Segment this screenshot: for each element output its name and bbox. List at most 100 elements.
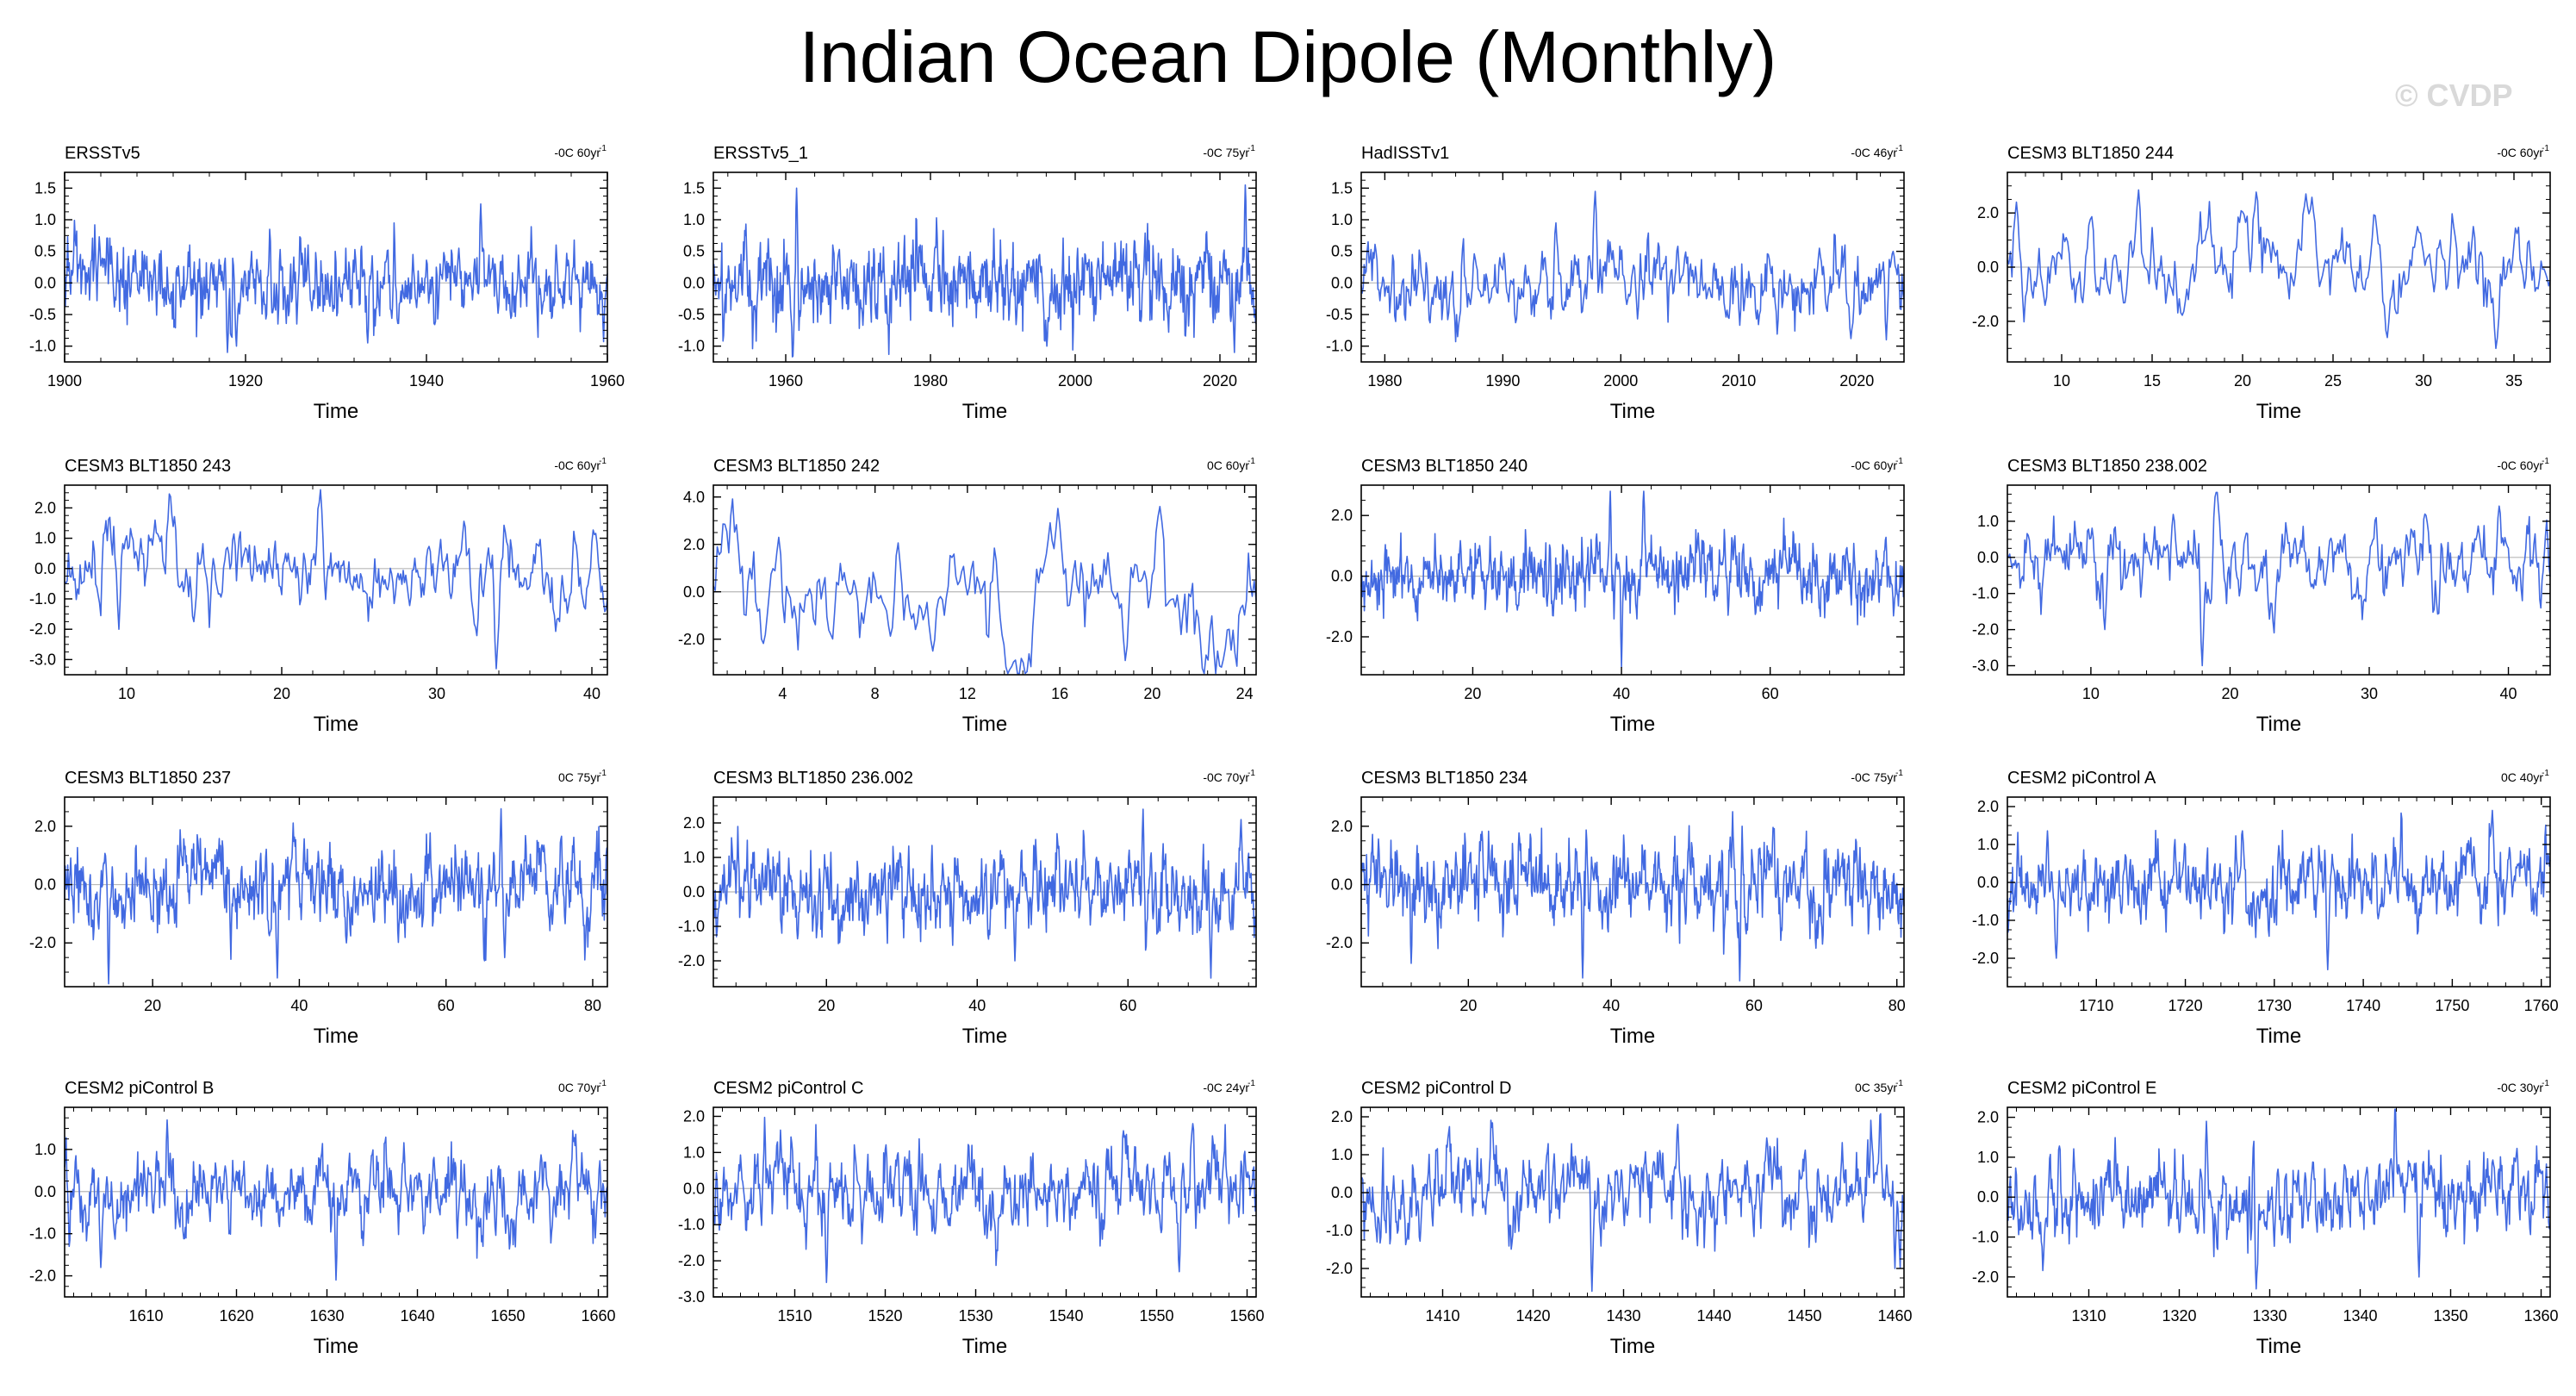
- x-tick-label: 1900: [47, 372, 82, 390]
- y-tick-label: -1.0: [1972, 585, 1999, 602]
- x-tick-label: 1610: [128, 1307, 163, 1324]
- y-tick-label: 0.0: [1331, 876, 1353, 894]
- y-tick-label: 0.0: [1331, 274, 1353, 291]
- y-tick-label: 1.0: [1977, 513, 1999, 530]
- panel-title: ERSSTv5_1: [713, 144, 808, 163]
- x-tick-label: 1420: [1515, 1307, 1550, 1324]
- series-line: [2007, 189, 2551, 350]
- y-tick-label: -1.0: [1972, 912, 1999, 929]
- y-tick-label: 0.0: [34, 1183, 56, 1200]
- panel-3: HadISSTv1 -0C 46yr-1 1980 1990 2000 2010 2020 -…: [1326, 144, 1905, 423]
- panel-title: CESM2 piControl B: [65, 1079, 214, 1098]
- y-tick-label: 1.5: [683, 179, 705, 196]
- x-tick-label: 1980: [1367, 372, 1402, 390]
- y-tick-label: 2.0: [683, 814, 705, 832]
- y-tick-label: 2.0: [34, 818, 56, 835]
- y-tick-label: 1.0: [683, 1144, 705, 1161]
- panel-11: CESM3 BLT1850 234 -0C 75yr-1 20 40 60 80 -2.0 0…: [1326, 769, 1906, 1048]
- x-tick-label: 1960: [590, 372, 625, 390]
- x-tick-label: 1920: [228, 372, 263, 390]
- x-axis-title: Time: [962, 1025, 1007, 1048]
- x-tick-label: 40: [583, 685, 600, 702]
- x-tick-label: 1620: [219, 1307, 253, 1324]
- x-tick-label: 20: [2221, 685, 2238, 702]
- y-tick-label: 2.0: [683, 536, 705, 553]
- panel-trend-sup: -1: [2542, 457, 2549, 466]
- plot-frame: [2007, 484, 2551, 676]
- x-axis-title: Time: [2256, 400, 2301, 423]
- panel-trend-label: -0C 30yr: [2497, 1081, 2543, 1094]
- panel-trend-label: -0C 70yr: [1203, 770, 1249, 784]
- y-tick-label: 0.0: [1977, 549, 1999, 566]
- panel-trend-sup: -1: [1895, 1079, 1903, 1088]
- panel-trend-sup: -1: [1895, 457, 1903, 466]
- y-tick-label: 0.0: [34, 274, 56, 291]
- y-tick-label: -2.0: [1326, 1260, 1353, 1277]
- panel-trend-sup: -1: [1895, 769, 1903, 778]
- plot-frame: [712, 484, 1257, 676]
- panel-trend-label: -0C 24yr: [1203, 1081, 1249, 1094]
- y-tick-label: 0.0: [683, 583, 705, 601]
- x-tick-label: 1560: [1229, 1307, 1264, 1324]
- x-tick-label: 16: [1051, 685, 1068, 702]
- x-tick-label: 1530: [958, 1307, 992, 1324]
- x-tick-label: 1940: [409, 372, 444, 390]
- x-tick-label: 1640: [400, 1307, 434, 1324]
- y-tick-label: 1.0: [1977, 836, 1999, 853]
- x-tick-label: 20: [1143, 685, 1160, 702]
- y-tick-label: -1.0: [678, 338, 705, 355]
- y-tick-label: 1.0: [1331, 211, 1353, 228]
- panel-trend-label: 0C 60yr: [1207, 458, 1249, 472]
- x-tick-label: 4: [778, 685, 787, 702]
- x-axis-title: Time: [2256, 1335, 2301, 1358]
- panel-trend-label: -0C 60yr: [2497, 146, 2543, 159]
- panel-title: CESM3 BLT1850 236.002: [713, 769, 913, 788]
- series-line: [64, 203, 608, 353]
- x-tick-label: 1660: [581, 1307, 615, 1324]
- y-tick-label: -2.0: [29, 620, 56, 638]
- x-axis-title: Time: [2256, 713, 2301, 736]
- x-tick-label: 1720: [2168, 997, 2203, 1014]
- y-tick-label: -0.5: [1326, 306, 1353, 323]
- x-axis-title: Time: [2256, 1025, 2301, 1048]
- y-tick-label: 2.0: [34, 499, 56, 516]
- x-tick-label: 1360: [2523, 1307, 2558, 1324]
- x-axis-title: Time: [962, 400, 1007, 423]
- panel-15: CESM2 piControl D 0C 35yr-1 1410 1420 1430 14…: [1326, 1079, 1913, 1358]
- y-tick-label: 1.0: [34, 211, 56, 228]
- series-line: [1360, 490, 1905, 668]
- y-tick-label: 0.5: [683, 243, 705, 260]
- x-tick-label: 1990: [1485, 372, 1520, 390]
- series-line: [1360, 811, 1905, 982]
- panel-title: CESM3 BLT1850 242: [713, 457, 880, 476]
- panel-5: CESM3 BLT1850 243 -0C 60yr-1 10 20 30 40 -3.0 -…: [29, 457, 608, 736]
- x-tick-label: 60: [1762, 685, 1779, 702]
- panel-trend-sup: -1: [2542, 144, 2549, 153]
- x-tick-label: 30: [2415, 372, 2432, 390]
- x-tick-label: 35: [2505, 372, 2523, 390]
- panel-title: HadISSTv1: [1361, 144, 1449, 163]
- x-tick-label: 1350: [2433, 1307, 2467, 1324]
- x-tick-label: 1320: [2162, 1307, 2196, 1324]
- y-tick-label: -2.0: [678, 1252, 705, 1269]
- series-line: [1360, 190, 1905, 343]
- x-axis-title: Time: [962, 713, 1007, 736]
- panel-trend-label: -0C 60yr: [2497, 458, 2543, 472]
- panel-trend-sup: -1: [599, 1079, 607, 1088]
- x-tick-label: 40: [968, 997, 986, 1014]
- series-line: [712, 184, 1257, 358]
- x-tick-label: 20: [1459, 997, 1477, 1014]
- x-tick-label: 20: [818, 997, 835, 1014]
- x-tick-label: 60: [1119, 997, 1136, 1014]
- y-tick-label: -1.0: [1972, 1229, 1999, 1246]
- panel-title: CESM3 BLT1850 243: [65, 457, 231, 476]
- x-tick-label: 30: [2361, 685, 2378, 702]
- x-tick-label: 30: [428, 685, 445, 702]
- y-tick-label: 0.0: [683, 883, 705, 901]
- x-axis-title: Time: [962, 1335, 1007, 1358]
- x-tick-label: 2000: [1058, 372, 1092, 390]
- panel-trend-label: -0C 60yr: [554, 458, 600, 472]
- x-tick-label: 1310: [2071, 1307, 2106, 1324]
- series-line: [712, 498, 1257, 675]
- x-tick-label: 8: [871, 685, 880, 702]
